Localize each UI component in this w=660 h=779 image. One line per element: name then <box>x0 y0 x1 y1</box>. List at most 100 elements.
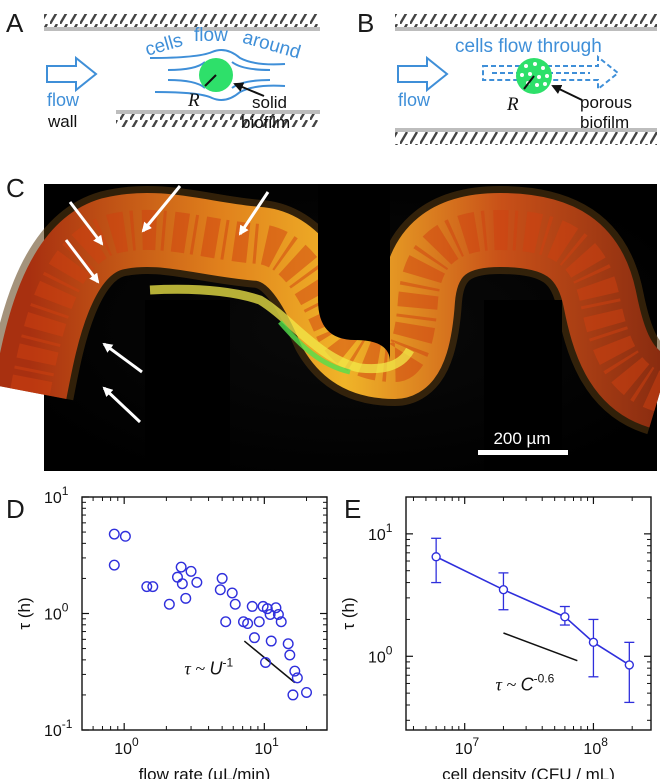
flow-arrow-icon <box>46 55 98 93</box>
y-tick-base: 10 <box>44 490 62 507</box>
scalebar <box>478 450 568 455</box>
streamline-inner-top <box>167 61 206 71</box>
biofilm-label-b: biofilm <box>580 113 629 132</box>
panel-c: C 200 µm <box>0 173 660 471</box>
bottom-wall-shade-a <box>44 110 320 114</box>
streamline-bottom <box>154 84 286 101</box>
data-point <box>171 571 183 583</box>
scaling-annotation: τ ~ C-0.6 <box>495 672 554 695</box>
top-wall-b <box>395 14 657 27</box>
annotation-exp: -0.6 <box>534 672 555 686</box>
data-point <box>624 660 635 670</box>
data-point <box>431 552 441 562</box>
data-point <box>284 649 296 661</box>
panel-b: B flow cells flow through R porous biofi… <box>357 8 657 145</box>
data-point <box>229 598 241 610</box>
island-top <box>318 184 390 362</box>
arrow-4-icon <box>64 239 100 284</box>
x-tick-exp: 0 <box>132 735 139 749</box>
solid-label: solid <box>252 93 287 112</box>
scalebar-label: 200 µm <box>493 429 550 448</box>
bright-streak <box>149 284 414 374</box>
x-tick-base: 10 <box>583 741 601 758</box>
bottom-wall-shade-b <box>395 128 657 132</box>
annotation-prefix: τ ~ <box>495 675 520 695</box>
y-tick-exp: 0 <box>62 601 69 615</box>
radius-line-b <box>523 75 535 90</box>
bottom-wall-b <box>395 132 657 145</box>
through-arrow-icon <box>482 54 620 92</box>
arrow-3-icon <box>238 191 270 236</box>
y-tick-exp: 1 <box>62 484 69 498</box>
y-tick-label: 100 <box>44 601 69 624</box>
panel-b-label: B <box>357 8 374 38</box>
green-streak <box>278 320 351 375</box>
top-wall-shade-b <box>395 27 657 31</box>
series-line <box>435 556 630 666</box>
scaling-annotation: τ ~ U-1 <box>184 656 233 679</box>
annotation-exp: -1 <box>223 656 234 670</box>
data-point <box>265 635 277 647</box>
y-tick-label: 101 <box>368 521 393 544</box>
annotation-var: U <box>210 659 224 679</box>
data-point <box>119 530 131 542</box>
data-point <box>246 600 258 612</box>
data-point <box>282 638 294 650</box>
data-point <box>560 612 570 622</box>
data-point <box>175 561 187 573</box>
slope-guide-line <box>243 640 296 684</box>
x-tick-label: 108 <box>583 735 608 758</box>
panel-a-label: A <box>6 8 24 38</box>
data-point <box>272 609 284 621</box>
data-point <box>242 618 254 630</box>
wall-label: wall <box>47 112 77 131</box>
x-axis-label: flow rate (μL/min) <box>139 765 271 779</box>
radius-label-b: R <box>506 94 519 115</box>
through-label: cells flow through <box>455 36 602 57</box>
top-wall-a <box>44 14 320 27</box>
y-tick-label: 100 <box>368 643 393 666</box>
y-tick-exp: 1 <box>386 521 393 535</box>
arrow-1-icon <box>68 201 104 246</box>
x-tick-base: 10 <box>114 741 132 758</box>
data-point <box>141 581 153 593</box>
island-right <box>484 300 562 470</box>
y-tick-base: 10 <box>368 527 386 544</box>
annotation-var: C <box>521 675 535 695</box>
data-point <box>261 603 273 615</box>
data-point <box>108 528 120 540</box>
data-point <box>291 672 303 684</box>
data-point <box>301 686 313 698</box>
around-label: around <box>240 27 303 63</box>
annotation-prefix: τ ~ <box>184 659 209 679</box>
x-tick-label: 107 <box>455 735 480 758</box>
data-point <box>185 565 197 577</box>
data-point <box>163 598 175 610</box>
data-point <box>287 689 299 701</box>
panel-a: A wall flow R solid biofilm cells flow a… <box>6 8 320 132</box>
x-tick-base: 10 <box>455 741 473 758</box>
y-tick-base: 10 <box>44 607 62 624</box>
y-tick-label: 10-1 <box>44 717 73 740</box>
x-tick-base: 10 <box>254 741 272 758</box>
data-point <box>270 602 282 614</box>
flow-arrow-b-icon <box>397 55 449 93</box>
y-tick-label: 101 <box>44 484 69 507</box>
annotation-arrows <box>64 185 270 424</box>
data-point <box>180 592 192 604</box>
panel-c-label: C <box>6 173 25 203</box>
data-point <box>176 578 188 590</box>
wall-label-bg <box>44 110 116 130</box>
data-point <box>289 665 301 677</box>
island-left <box>145 300 230 470</box>
biofilm-label-a: biofilm <box>241 113 290 132</box>
plot-frame <box>405 496 652 731</box>
flow-label-a: flow <box>47 90 80 110</box>
flow-word-a: flow <box>194 25 228 46</box>
porous-label: porous <box>580 93 632 112</box>
y-tick-base: 10 <box>44 723 62 740</box>
